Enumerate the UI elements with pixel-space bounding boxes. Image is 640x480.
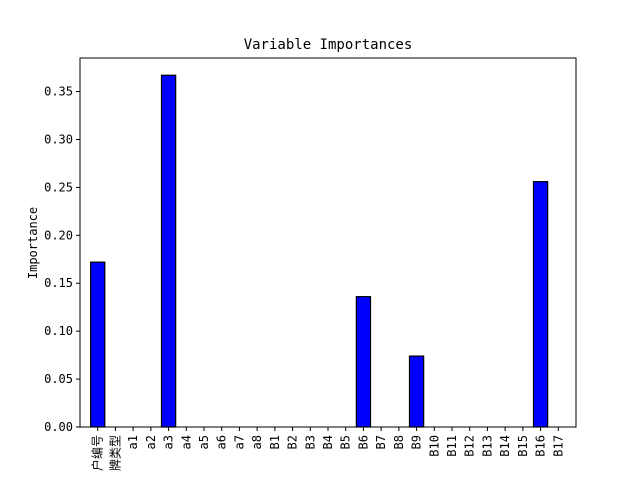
y-axis-label: Importance xyxy=(26,207,40,279)
x-tick-label: a7 xyxy=(232,435,246,449)
x-tick-label: a1 xyxy=(126,435,140,449)
y-tick-label: 0.05 xyxy=(44,372,73,386)
y-tick-label: 0.10 xyxy=(44,324,73,338)
x-tick-label: 牌类型 xyxy=(108,435,122,471)
y-tick-label: 0.20 xyxy=(44,228,73,242)
y-tick-label: 0.35 xyxy=(44,85,73,99)
x-tick-label: B17 xyxy=(551,435,565,457)
bar-4 xyxy=(160,74,177,428)
x-tick-label: a2 xyxy=(144,435,158,449)
x-tick-label: a6 xyxy=(215,435,229,449)
x-tick-label: 户编号 xyxy=(90,435,105,471)
bar-25 xyxy=(532,181,549,428)
plot-frame xyxy=(79,57,577,428)
bars-group xyxy=(90,74,549,428)
x-tick-label: B4 xyxy=(321,435,335,449)
x-tick-label: B11 xyxy=(445,435,459,457)
x-tick-label: B8 xyxy=(392,435,406,449)
bar-18 xyxy=(408,355,425,428)
x-tick-label: B6 xyxy=(356,435,370,449)
x-tick-label: B15 xyxy=(516,435,530,457)
x-ticks-group: 户编号 牌类型 a1 a2 a3 a4 a5 a6 a7 a8 B1 B2 B3 B4 B5 B6 B7 B8 B9… xyxy=(90,427,565,471)
y-tick-label: 0.00 xyxy=(44,420,73,434)
chart-title: Variable Importances xyxy=(244,37,413,53)
x-tick-label: B16 xyxy=(534,435,548,457)
x-tick-label: a3 xyxy=(162,435,176,449)
x-tick-label: B12 xyxy=(463,435,477,457)
x-tick-label: B14 xyxy=(498,435,512,457)
x-tick-label: B13 xyxy=(480,435,494,457)
bar-15 xyxy=(355,296,372,428)
y-ticks-group: 0.00 0.05 0.10 0.15 0.20 0.25 0.30 0.35 xyxy=(44,85,80,434)
x-tick-label: a5 xyxy=(197,435,211,449)
x-tick-label: a4 xyxy=(179,435,193,449)
y-tick-label: 0.25 xyxy=(44,180,73,194)
bar-0 xyxy=(90,261,106,428)
y-tick-label: 0.15 xyxy=(44,276,73,290)
x-tick-label: B5 xyxy=(339,435,353,449)
x-tick-label: B2 xyxy=(286,435,300,449)
x-tick-label: B9 xyxy=(410,435,424,449)
x-tick-label: B3 xyxy=(303,435,317,449)
x-tick-label: B10 xyxy=(427,435,441,457)
y-tick-label: 0.30 xyxy=(44,132,73,146)
x-tick-label: B7 xyxy=(374,435,388,449)
x-tick-label: a8 xyxy=(250,435,264,449)
x-tick-label: B1 xyxy=(268,435,282,449)
